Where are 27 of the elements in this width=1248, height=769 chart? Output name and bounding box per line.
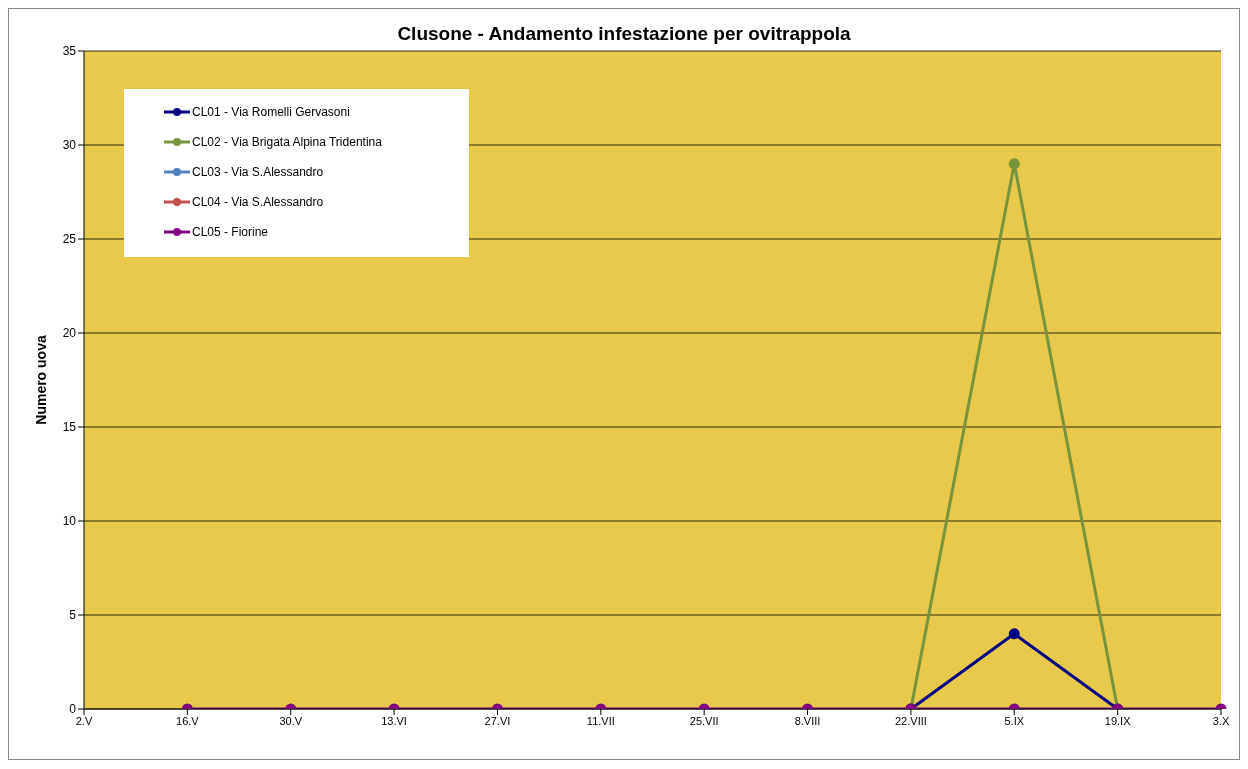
x-tick-label: 2.V (75, 714, 93, 727)
x-tick-label: 25.VII (689, 714, 719, 727)
y-tick-label: 30 (62, 138, 77, 153)
legend-label: CL04 - Via S.Alessandro (192, 195, 324, 209)
y-tick-label: 10 (62, 514, 77, 529)
y-axis-title: Numero uova (32, 335, 49, 425)
legend-label: CL05 - Fiorine (192, 225, 269, 239)
legend-label: CL03 - Via S.Alessandro (192, 165, 324, 179)
x-tick-label: 19.IX (1104, 714, 1132, 727)
y-tick-label: 5 (69, 608, 77, 623)
legend-label: CL01 - Via Romelli Gervasoni (192, 105, 350, 119)
x-tick-label: 30.V (279, 714, 303, 727)
x-tick-label: 13.VI (381, 714, 407, 727)
y-tick-label: 15 (62, 420, 77, 435)
x-tick-label: 11.VII (586, 714, 615, 727)
y-tick-label: 35 (62, 44, 77, 59)
chart-title: Clusone - Andamento infestazione per ovitrappola (396, 23, 852, 45)
y-tick-label: 25 (62, 232, 77, 247)
x-tick-label: 16.V (176, 714, 200, 727)
legend-label: CL02 - Via Brigata Alpina Tridentina (192, 135, 382, 149)
x-tick-label: 5.IX (1004, 714, 1025, 727)
x-tick-label: 27.VI (484, 714, 511, 727)
x-tick-label: 8.VIII (794, 714, 821, 727)
y-tick-label: 20 (62, 326, 77, 341)
y-tick-label: 0 (69, 702, 77, 717)
x-tick-label: 3.X (1212, 714, 1230, 727)
x-tick-label: 22.VIII (895, 714, 927, 727)
